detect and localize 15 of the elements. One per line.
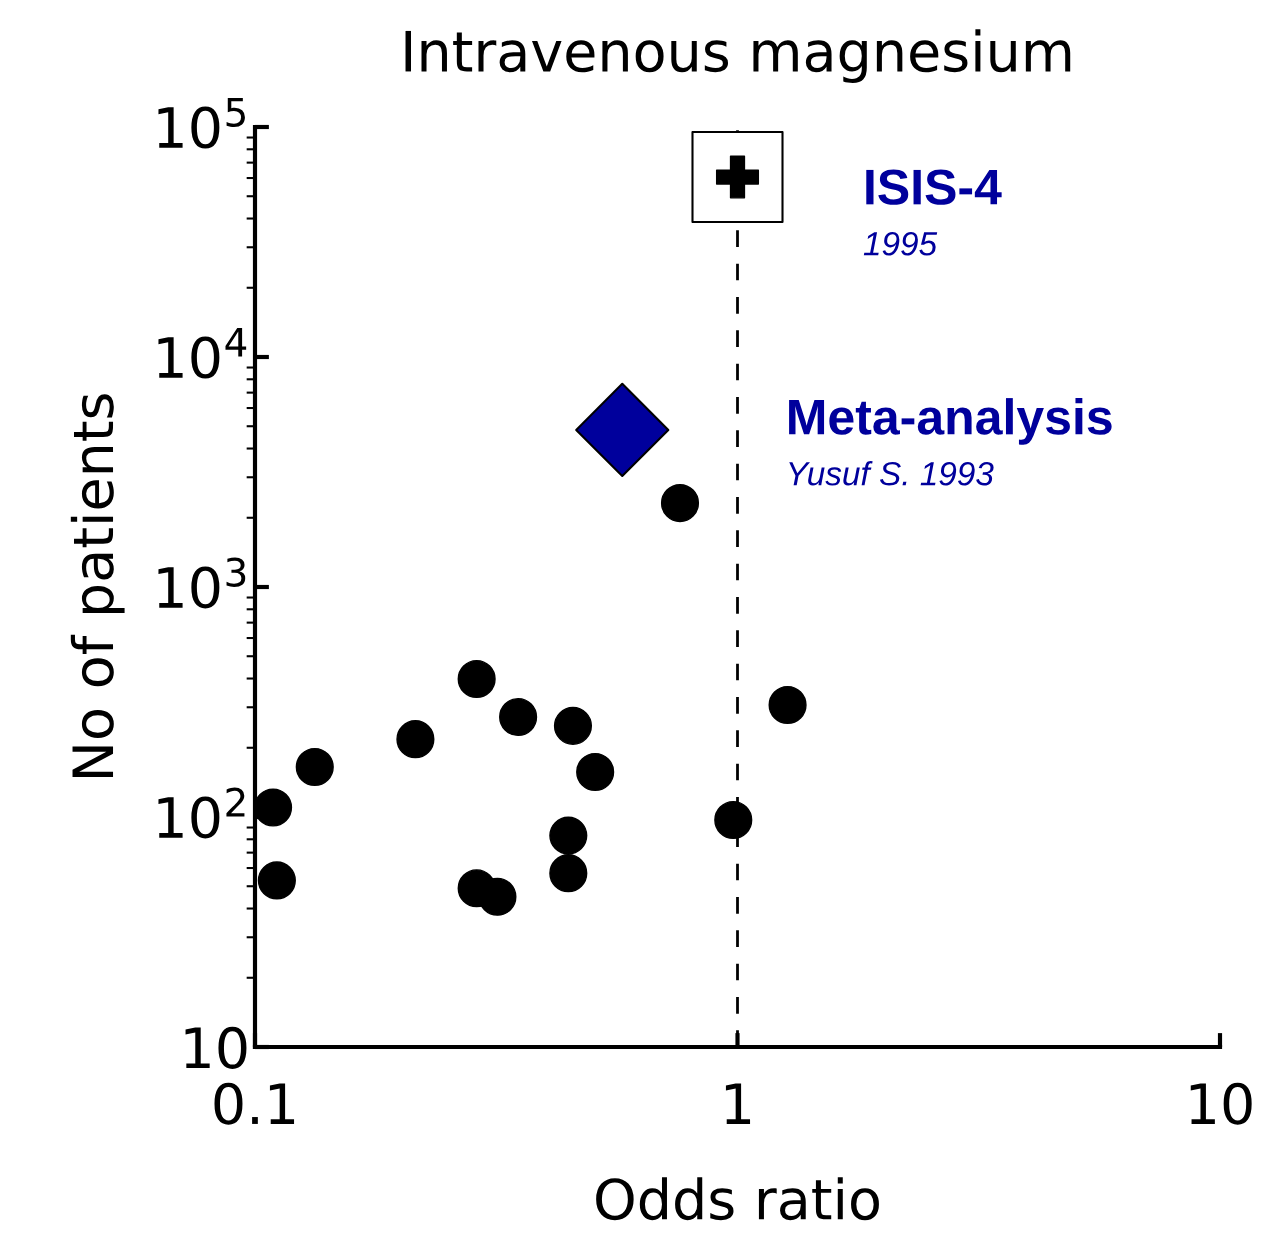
annotation: Meta-analysis [789, 398, 1112, 445]
x-tick-label: 10 [1190, 1082, 1252, 1125]
x-axis-title: Odds ratio [596, 1177, 879, 1221]
annotation: ISIS-4 [866, 169, 1002, 205]
y-tick-label: 10$^{3}$ [158, 557, 246, 609]
x-tick-label: 0.1 [214, 1082, 295, 1125]
y-tick-label: 10$^{2}$ [158, 787, 245, 839]
annotation: Yusuf S. 1993 [789, 461, 994, 486]
chart-title: Intravenous magnesium [405, 29, 1071, 83]
y-tick-label: 10 [185, 1026, 247, 1069]
y-tick-label: 10$^{5}$ [158, 98, 245, 149]
x-tick-label: 1 [725, 1083, 751, 1124]
y-tick-label: 10$^{4}$ [158, 328, 247, 379]
annotation: 1995 [863, 231, 938, 256]
y-axis-title: No of patients [70, 394, 125, 778]
